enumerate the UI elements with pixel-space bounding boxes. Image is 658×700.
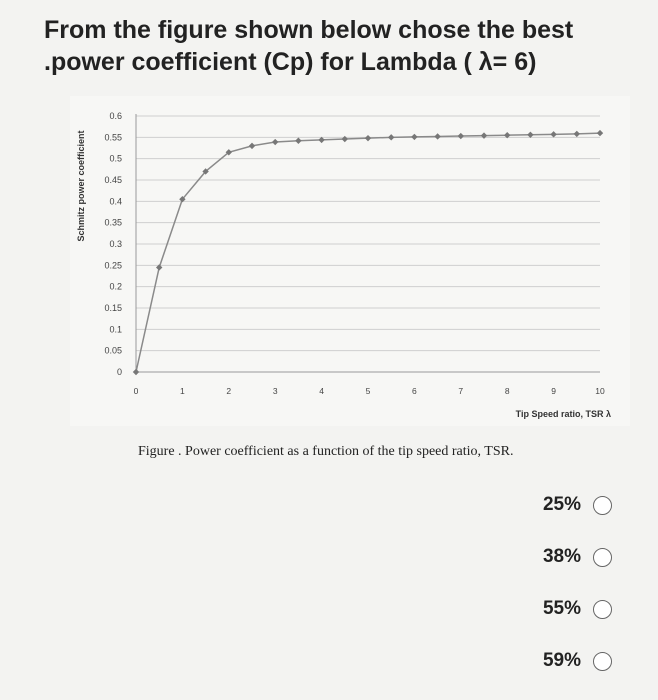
data-point-marker (156, 264, 163, 271)
question-text: From the figure shown below chose the be… (44, 14, 644, 78)
y-tick-label: 0.05 (104, 346, 122, 356)
data-point-marker (341, 135, 348, 143)
y-tick-label: 0.4 (109, 196, 122, 206)
option-55-percent[interactable]: 55% (543, 598, 612, 620)
data-point-marker (202, 168, 209, 175)
y-tick-label: 0 (117, 367, 122, 377)
x-tick-label: 4 (319, 386, 324, 396)
radio-button-icon[interactable] (593, 547, 612, 567)
y-axis-label: Schmitz power coefficient (76, 130, 86, 241)
data-point-marker (225, 149, 232, 156)
data-point-marker (272, 138, 279, 146)
data-point-marker (504, 132, 511, 139)
x-tick-label: 10 (595, 386, 605, 396)
x-tick-label: 6 (412, 386, 417, 396)
x-tick-label: 5 (366, 386, 371, 396)
data-point-marker (457, 132, 464, 140)
y-tick-label: 0.6 (109, 111, 122, 121)
data-point-marker (573, 130, 580, 138)
x-tick-label: 7 (458, 386, 463, 396)
y-tick-label: 0.2 (109, 282, 122, 292)
chart-axes (135, 114, 600, 373)
data-point-marker (596, 129, 604, 137)
y-tick-label: 0.25 (104, 260, 122, 270)
y-tick-label: 0.45 (104, 175, 122, 185)
chart-grid (136, 115, 600, 352)
x-tick-label: 3 (273, 386, 278, 396)
x-tick-labels: 0 1 2 3 4 5 6 7 8 9 10 (134, 386, 605, 396)
option-label: 55% (542, 598, 581, 619)
x-tick-label: 9 (551, 386, 556, 396)
figure-caption: Figure . Power coefficient as a function… (138, 444, 514, 459)
power-coefficient-chart: 0 0.05 0.1 0.15 0.2 0.25 0.3 0.35 0.4 0.45 0.5 0.55… (70, 96, 630, 426)
y-tick-label: 0.1 (109, 324, 122, 334)
x-tick-label: 8 (505, 386, 510, 396)
y-tick-labels: 0 0.05 0.1 0.15 0.2 0.25 0.3 0.35 0.4 0.45 0.5 0.55… (104, 111, 122, 377)
option-label: 59% (542, 650, 581, 671)
radio-button-icon[interactable] (593, 495, 612, 515)
data-point-marker (388, 134, 395, 141)
data-point-marker (550, 131, 557, 138)
radio-button-icon[interactable] (593, 599, 612, 619)
option-label: 38% (542, 546, 581, 567)
data-point-marker (248, 142, 256, 150)
chart-series (132, 129, 604, 376)
data-point-marker (434, 133, 441, 140)
option-38-percent[interactable]: 38% (543, 546, 612, 568)
y-tick-label: 0.55 (104, 132, 122, 142)
y-tick-label: 0.35 (104, 218, 122, 228)
data-point-marker (480, 132, 488, 139)
data-point-marker (527, 131, 534, 138)
data-point-marker (318, 136, 325, 144)
option-59-percent[interactable]: 59% (543, 650, 612, 672)
question-line-2: .power coefficient (Cp) for Lambda ( λ= … (44, 48, 537, 76)
data-point-marker (411, 133, 418, 141)
x-tick-label: 0 (134, 386, 139, 396)
data-point-marker (179, 196, 186, 203)
radio-button-icon[interactable] (593, 651, 612, 671)
y-tick-label: 0.3 (109, 239, 122, 249)
option-label: 25% (542, 494, 581, 515)
x-axis-label: Tip Speed ratio, TSR λ (516, 409, 611, 419)
question-line-1: From the figure shown below chose the be… (44, 16, 574, 44)
option-25-percent[interactable]: 25% (543, 494, 612, 516)
x-tick-label: 2 (226, 386, 231, 396)
data-point-marker (132, 368, 140, 376)
x-tick-label: 1 (180, 386, 185, 396)
data-point-marker (364, 134, 372, 142)
y-tick-label: 0.5 (109, 154, 122, 164)
y-tick-label: 0.15 (104, 303, 122, 313)
data-point-marker (295, 137, 302, 144)
